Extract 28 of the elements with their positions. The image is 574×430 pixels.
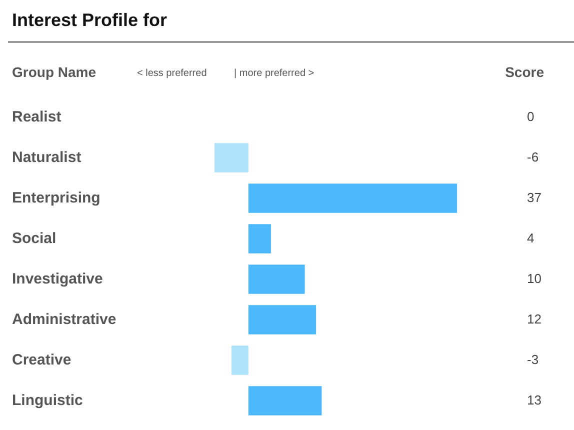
data-label: -3 <box>527 352 539 367</box>
data-label: 4 <box>527 230 534 246</box>
data-label: 0 <box>527 108 534 124</box>
y-tick-label: Enterprising <box>12 189 100 206</box>
bar <box>248 305 316 334</box>
y-tick-label: Creative <box>12 351 72 368</box>
y-tick-label: Investigative <box>12 270 103 288</box>
bar <box>248 224 271 254</box>
bar <box>248 264 305 294</box>
y-tick-label: Social <box>12 230 56 247</box>
data-label: -6 <box>527 149 539 164</box>
bar <box>214 143 248 172</box>
bar <box>248 386 322 416</box>
bar <box>231 346 248 375</box>
text: | more preferred > <box>234 68 314 79</box>
chart-title: Interest Profile for <box>12 10 168 31</box>
y-tick-label: Administrative <box>12 310 116 328</box>
y-tick-label: Realist <box>12 108 62 126</box>
data-label: 37 <box>527 190 542 205</box>
y-tick-label: Naturalist <box>12 148 82 166</box>
text: < less preferred <box>137 68 207 79</box>
data-label: 10 <box>527 270 542 286</box>
text: Score <box>505 64 544 80</box>
data-label: 12 <box>527 311 542 326</box>
bar <box>248 184 458 213</box>
text: Group Name <box>12 64 96 80</box>
data-label: 13 <box>527 392 542 408</box>
y-tick-label: Linguistic <box>12 392 83 409</box>
